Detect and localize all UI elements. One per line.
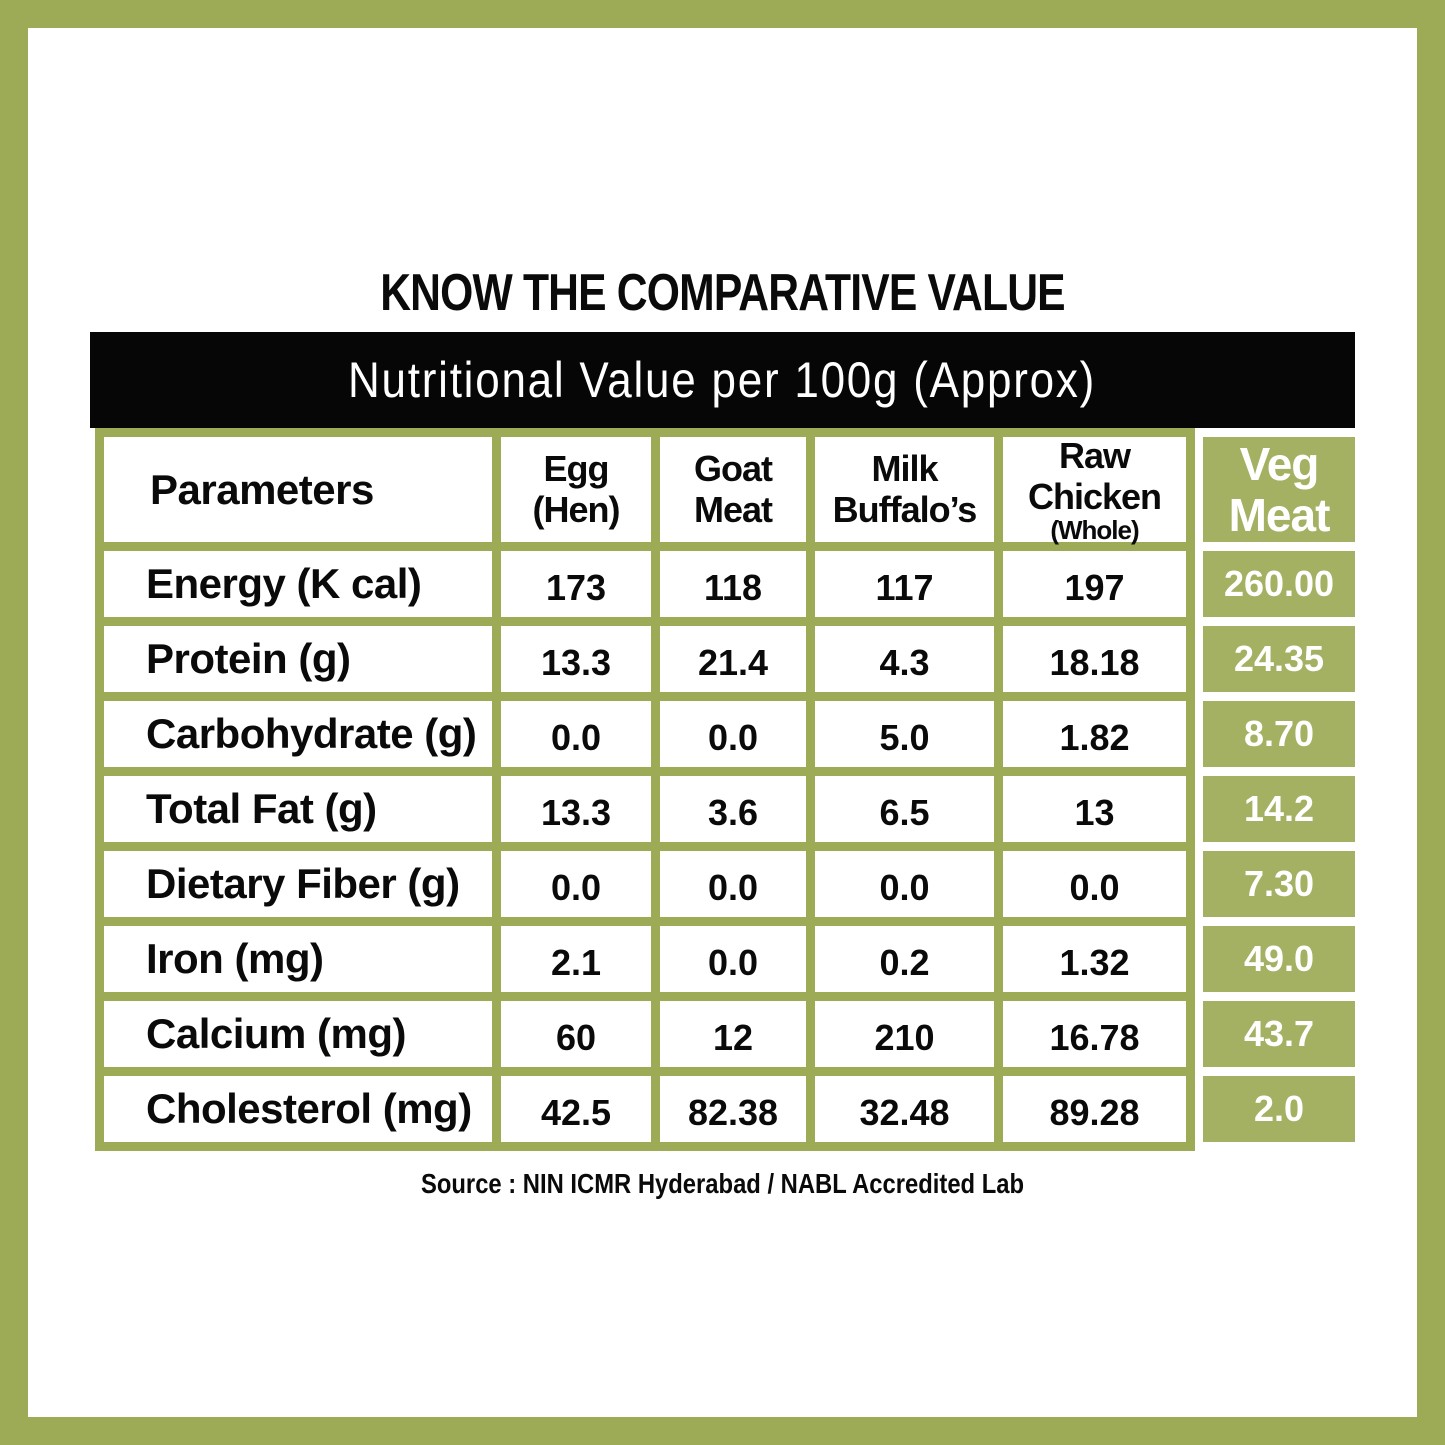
value-cholesterol-buffalo: 32.48	[815, 1076, 994, 1142]
value-iron-buffalo: 0.2	[815, 926, 994, 992]
value-calcium-egg: 60	[501, 1001, 651, 1067]
column-header-line: Raw	[1058, 435, 1131, 477]
nutrition-table: Parameters Egg (Hen) Goat Meat Milk Buff…	[95, 428, 1195, 1151]
veg-value-energy: 260.00	[1203, 551, 1355, 617]
value-carbohydrate-goat: 0.0	[660, 701, 806, 767]
row-label-dietary-fiber: Dietary Fiber (g)	[104, 851, 492, 917]
veg-value-protein: 24.35	[1203, 626, 1355, 692]
veg-meat-column: Veg Meat 260.00 24.35 8.70 14.2 7.30 49.…	[1203, 428, 1355, 1151]
veg-value-dietary-fiber: 7.30	[1203, 851, 1355, 917]
value-cholesterol-chicken: 89.28	[1003, 1076, 1186, 1142]
column-header-subline: (Whole)	[1050, 514, 1139, 545]
value-total-fat-chicken: 13	[1003, 776, 1186, 842]
value-calcium-chicken: 16.78	[1003, 1001, 1186, 1067]
value-total-fat-goat: 3.6	[660, 776, 806, 842]
table-title-text: Nutritional Value per 100g (Approx)	[348, 352, 1097, 408]
value-protein-egg: 13.3	[501, 626, 651, 692]
column-header-line: Goat	[693, 448, 773, 490]
value-total-fat-egg: 13.3	[501, 776, 651, 842]
value-energy-buffalo: 117	[815, 551, 994, 617]
value-energy-goat: 118	[660, 551, 806, 617]
value-dietary-fiber-goat: 0.0	[660, 851, 806, 917]
value-energy-chicken: 197	[1003, 551, 1186, 617]
value-iron-chicken: 1.32	[1003, 926, 1186, 992]
row-label-carbohydrate: Carbohydrate (g)	[104, 701, 492, 767]
value-carbohydrate-buffalo: 5.0	[815, 701, 994, 767]
table-title-banner: Nutritional Value per 100g (Approx)	[90, 332, 1355, 428]
source-note: Source : NIN ICMR Hyderabad / NABL Accre…	[420, 1168, 1025, 1199]
veg-value-carbohydrate: 8.70	[1203, 701, 1355, 767]
row-label-energy: Energy (K cal)	[104, 551, 492, 617]
value-cholesterol-egg: 42.5	[501, 1076, 651, 1142]
value-dietary-fiber-egg: 0.0	[501, 851, 651, 917]
value-energy-egg: 173	[501, 551, 651, 617]
column-header-line: Buffalo’s	[832, 488, 978, 530]
column-header-line: Chicken	[1027, 475, 1162, 517]
value-total-fat-buffalo: 6.5	[815, 776, 994, 842]
row-label-protein: Protein (g)	[104, 626, 492, 692]
row-label-iron: Iron (mg)	[104, 926, 492, 992]
column-header-line: Meat	[1228, 488, 1331, 541]
value-dietary-fiber-buffalo: 0.0	[815, 851, 994, 917]
veg-value-calcium: 43.7	[1203, 1001, 1355, 1067]
column-header-line: Veg	[1239, 437, 1320, 490]
column-header-milk-buffalos: Milk Buffalo’s	[815, 437, 994, 542]
column-header-line: Egg	[543, 448, 610, 490]
column-header-goat-meat: Goat Meat	[660, 437, 806, 542]
column-header-line: Meat	[693, 488, 773, 530]
value-calcium-goat: 12	[660, 1001, 806, 1067]
value-dietary-fiber-chicken: 0.0	[1003, 851, 1186, 917]
value-calcium-buffalo: 210	[815, 1001, 994, 1067]
value-carbohydrate-chicken: 1.82	[1003, 701, 1186, 767]
value-cholesterol-goat: 82.38	[660, 1076, 806, 1142]
value-protein-chicken: 18.18	[1003, 626, 1186, 692]
veg-value-total-fat: 14.2	[1203, 776, 1355, 842]
column-header-raw-chicken-whole: Raw Chicken (Whole)	[1003, 435, 1186, 545]
page-title: KNOW THE COMPARATIVE VALUE	[380, 264, 1065, 322]
veg-value-iron: 49.0	[1203, 926, 1355, 992]
value-iron-egg: 2.1	[501, 926, 651, 992]
row-label-calcium: Calcium (mg)	[104, 1001, 492, 1067]
row-label-total-fat: Total Fat (g)	[104, 776, 492, 842]
column-header-egg-hen: Egg (Hen)	[501, 437, 651, 542]
value-protein-buffalo: 4.3	[815, 626, 994, 692]
value-carbohydrate-egg: 0.0	[501, 701, 651, 767]
column-header-parameters: Parameters	[104, 437, 492, 542]
column-header-veg-meat: Veg Meat	[1203, 437, 1355, 542]
column-header-line: Milk	[871, 448, 938, 490]
value-iron-goat: 0.0	[660, 926, 806, 992]
value-protein-goat: 21.4	[660, 626, 806, 692]
veg-value-cholesterol: 2.0	[1203, 1076, 1355, 1142]
row-label-cholesterol: Cholesterol (mg)	[104, 1076, 492, 1142]
column-header-line: (Hen)	[532, 488, 621, 530]
